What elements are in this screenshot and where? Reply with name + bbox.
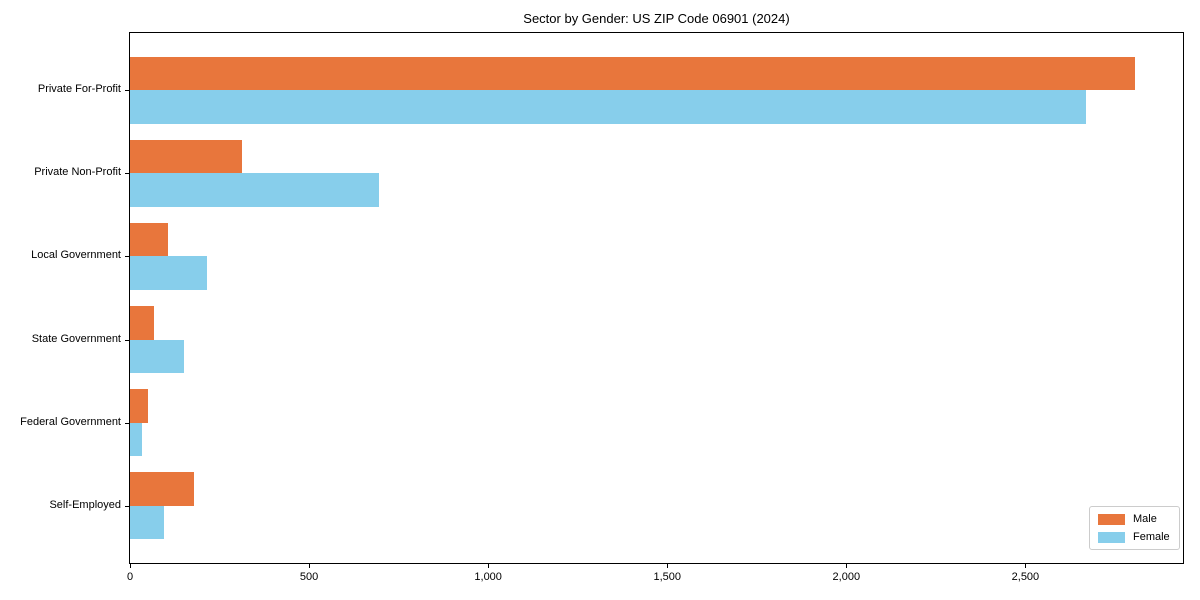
bar-female-6 xyxy=(130,505,165,539)
bar-male-5 xyxy=(130,389,148,423)
x-axis-label: 2,000 xyxy=(832,571,861,583)
bar-female-2 xyxy=(130,173,379,207)
x-axis-tick xyxy=(1025,564,1027,568)
x-axis-tick xyxy=(130,564,131,568)
y-axis-label: Private Non-Profit xyxy=(34,166,121,179)
x-axis-label: 2,500 xyxy=(1011,571,1040,583)
bar-female-4 xyxy=(130,339,185,373)
bar-male-2 xyxy=(130,140,243,174)
bar-male-6 xyxy=(130,472,195,506)
legend-item-male: Male xyxy=(1098,513,1170,525)
legend-item-female: Female xyxy=(1098,531,1170,543)
y-axis-tick xyxy=(125,256,129,258)
bar-male-4 xyxy=(130,306,155,340)
y-axis-tick xyxy=(125,90,129,92)
y-axis-label: Self-Employed xyxy=(49,498,121,511)
bar-female-1 xyxy=(130,90,1087,124)
y-axis-tick xyxy=(125,505,129,507)
bar-female-3 xyxy=(130,256,207,290)
legend-swatch-female xyxy=(1098,531,1125,543)
legend-swatch-male xyxy=(1098,513,1125,525)
x-axis-tick xyxy=(667,564,669,568)
x-axis-label: 500 xyxy=(299,571,319,583)
x-axis-tick xyxy=(488,564,490,568)
bar-male-3 xyxy=(130,223,168,257)
bar-male-1 xyxy=(130,57,1135,91)
x-axis-label: 1,000 xyxy=(474,571,502,583)
legend: Male Female xyxy=(1089,506,1180,550)
x-axis-label: 1,500 xyxy=(653,571,681,583)
y-axis-tick xyxy=(125,339,129,341)
y-axis-label: Federal Government xyxy=(20,415,121,428)
legend-label: Female xyxy=(1133,531,1170,543)
y-axis-label: Local Government xyxy=(31,249,121,262)
bar-female-5 xyxy=(130,422,142,456)
legend-label: Male xyxy=(1133,513,1157,525)
y-axis-label: Private For-Profit xyxy=(37,83,121,96)
y-axis-tick xyxy=(125,173,129,175)
y-axis-tick xyxy=(125,422,129,424)
y-axis-label: State Government xyxy=(31,332,121,345)
x-axis-tick xyxy=(846,564,848,568)
x-axis-tick xyxy=(309,564,311,568)
chart-title: Sector by Gender: US ZIP Code 06901 (202… xyxy=(523,11,790,26)
x-axis-label: 0 xyxy=(126,571,134,583)
